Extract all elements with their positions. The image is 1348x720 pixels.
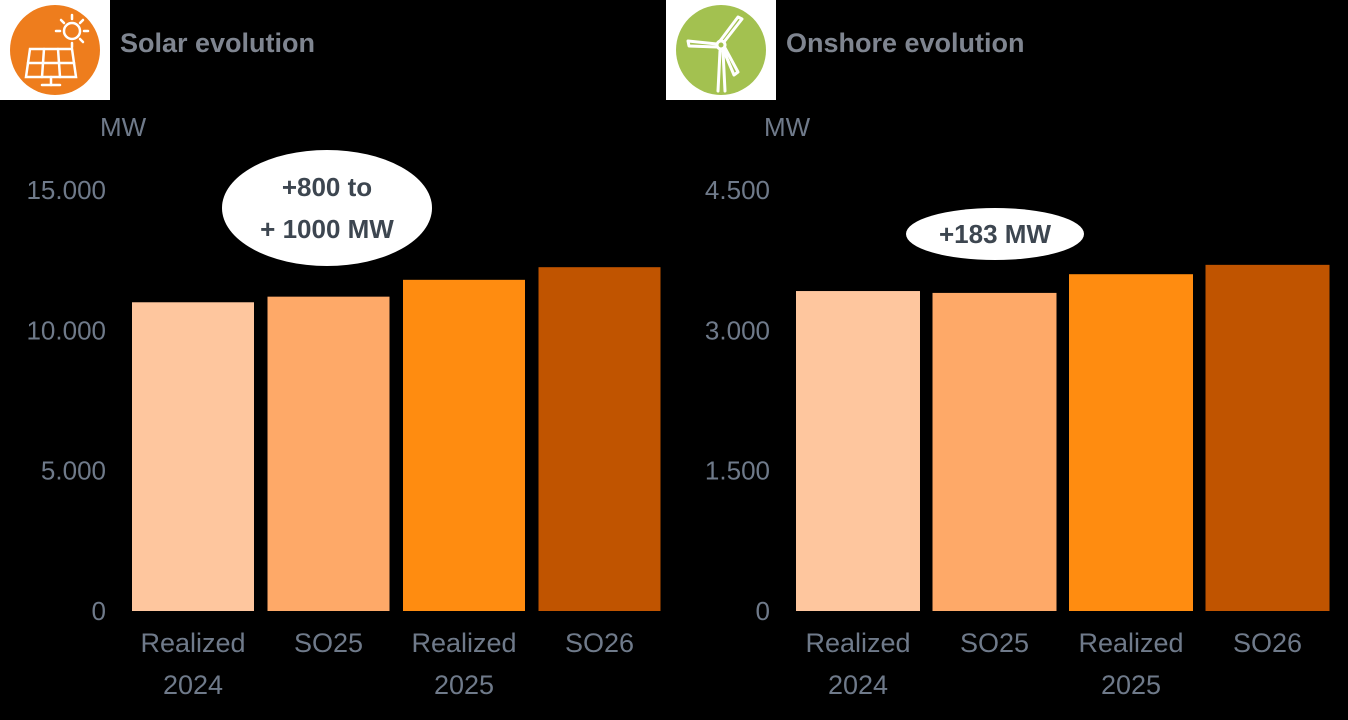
x-tick-label: SO25 xyxy=(960,628,1029,658)
x-tick-label: Realized xyxy=(411,628,516,658)
solar-icon-box xyxy=(0,0,110,100)
annotation-line-1: +800 to xyxy=(281,172,373,202)
onshore-panel: Onshore evolution MW 0 1.500 3.000 4.500 Rea… xyxy=(666,0,1348,720)
x-tick-label: Realized xyxy=(140,628,245,658)
x-tick-label: 2024 xyxy=(163,670,223,700)
annotation-line-1: +183 MW xyxy=(939,219,1051,249)
x-tick-label: SO26 xyxy=(1233,628,1302,658)
solar-bar-chart: 0 5.000 10.000 15.000 Realized 2024 SO25 Realiz… xyxy=(26,175,661,700)
wind-icon-box xyxy=(666,0,776,100)
y-tick-label: 0 xyxy=(756,596,770,626)
solar-panel-sun-icon xyxy=(10,5,100,95)
y-tick-label: 15.000 xyxy=(26,175,106,205)
x-tick-label: SO25 xyxy=(294,628,363,658)
bar-so26 xyxy=(538,267,661,611)
x-tick-label: 2025 xyxy=(434,670,494,700)
bar-realized-2024 xyxy=(132,302,254,611)
onshore-bar-chart: 0 1.500 3.000 4.500 Realized 2024 SO25 Realized… xyxy=(705,175,1330,700)
y-axis-unit: MW xyxy=(100,112,147,142)
bar-realized-2025 xyxy=(403,279,525,611)
y-tick-label: 5.000 xyxy=(41,456,106,486)
chart-title: Onshore evolution xyxy=(786,28,1025,58)
y-tick-label: 0 xyxy=(92,596,106,626)
annotation-bubble: +183 MW xyxy=(906,208,1084,260)
x-tick-label: 2024 xyxy=(828,670,888,700)
wind-turbine-icon xyxy=(676,5,766,95)
y-axis-unit: MW xyxy=(764,112,811,142)
bar-realized-2025 xyxy=(1069,274,1193,611)
x-tick-label: Realized xyxy=(805,628,910,658)
y-tick-label: 10.000 xyxy=(26,315,106,345)
x-tick-label: SO26 xyxy=(565,628,634,658)
solar-panel: Solar evolution MW 0 5.000 10.000 15.000 Rea… xyxy=(0,0,661,700)
bar-so25 xyxy=(932,292,1057,611)
x-tick-label: 2025 xyxy=(1101,670,1161,700)
y-tick-label: 3.000 xyxy=(705,315,770,345)
x-tick-label: Realized xyxy=(1078,628,1183,658)
chart-title: Solar evolution xyxy=(120,28,316,58)
y-tick-label: 1.500 xyxy=(705,456,770,486)
bar-so26 xyxy=(1205,264,1330,611)
bar-realized-2024 xyxy=(796,291,920,611)
bar-so25 xyxy=(267,296,390,611)
annotation-bubble: +800 to + 1000 MW xyxy=(222,150,432,266)
annotation-line-2: + 1000 MW xyxy=(260,214,394,244)
y-tick-label: 4.500 xyxy=(705,175,770,205)
